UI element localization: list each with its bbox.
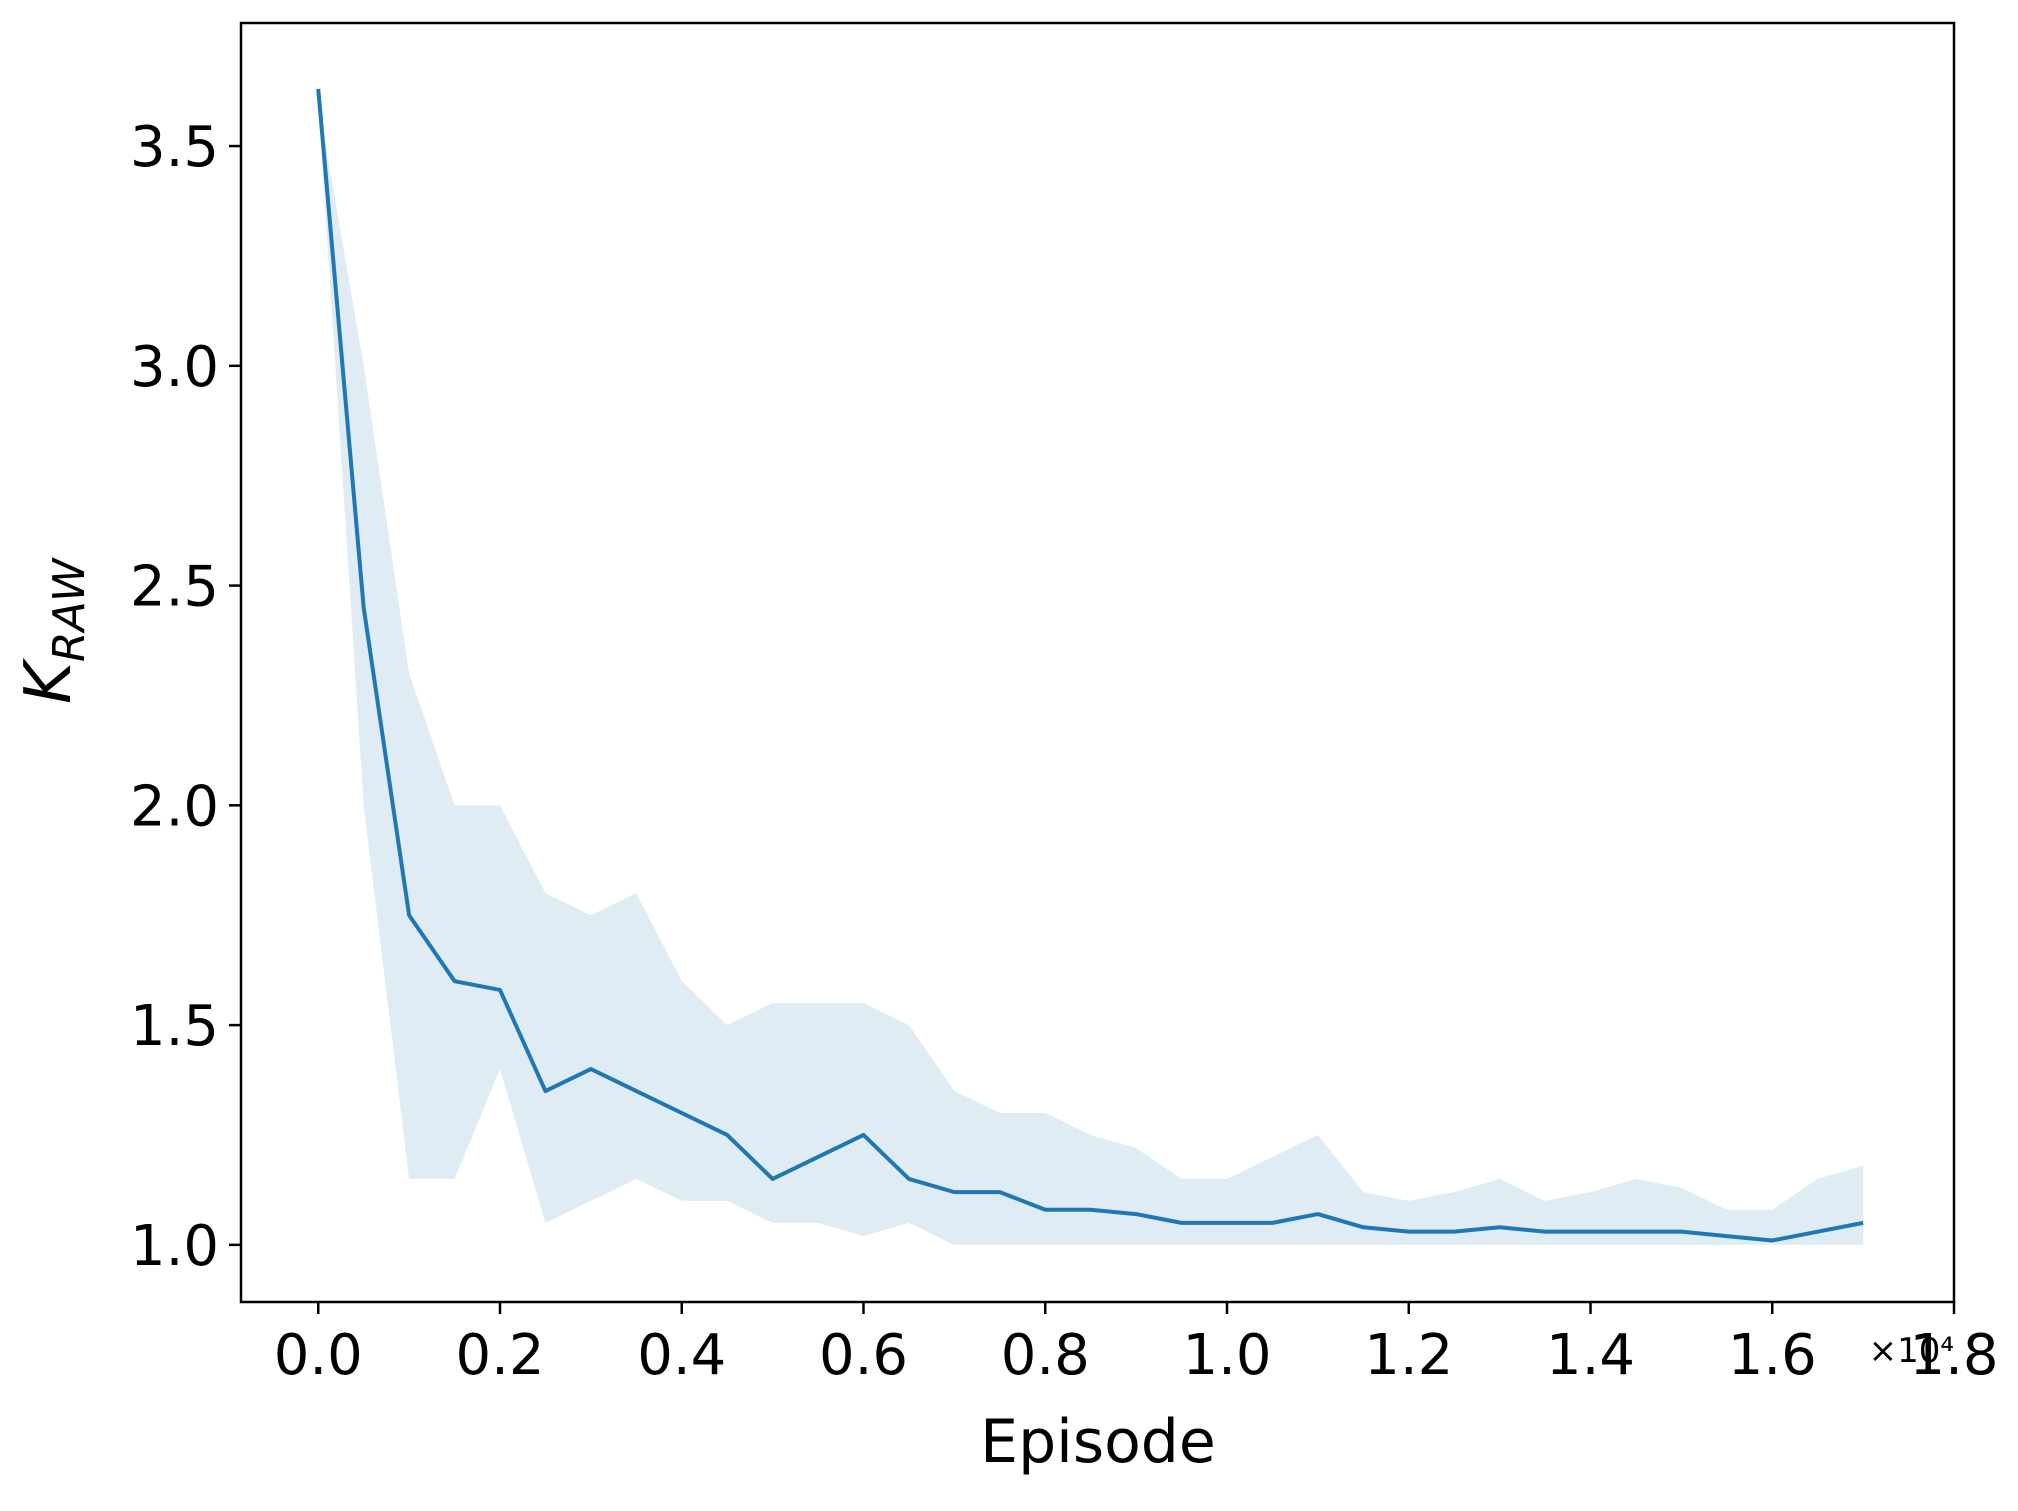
x-tick-label: 0.2	[455, 1323, 544, 1388]
y-tick-label: 2.0	[130, 774, 219, 839]
band	[318, 102, 1864, 1245]
x-axis-label: Episode	[980, 1407, 1216, 1477]
x-tick-label: 0.0	[274, 1323, 363, 1388]
x-tick-label: 0.4	[637, 1323, 726, 1388]
y-axis-label: K RAW	[12, 557, 95, 704]
plot-frame	[239, 21, 1956, 1304]
x-tick-label: 0.8	[1001, 1323, 1090, 1388]
y-tick-label: 1.0	[130, 1214, 219, 1279]
x-tick-label: 1.6	[1728, 1323, 1817, 1388]
x-offset-label: ×10⁴	[1869, 1331, 1954, 1371]
y-tick-label: 3.5	[130, 115, 219, 180]
y-tick-label: 3.0	[130, 335, 219, 400]
x-tick-label: 1.2	[1364, 1323, 1453, 1388]
y-axis-label-subscript: RAW	[44, 557, 95, 662]
x-tick-label: 1.8	[1909, 1323, 1998, 1388]
x-tick-label: 1.4	[1546, 1323, 1635, 1388]
line	[316, 88, 1864, 1243]
x-tick-label: 1.0	[1182, 1323, 1271, 1388]
x-tick-label: 0.6	[819, 1323, 908, 1388]
y-tick-label: 1.5	[130, 994, 219, 1059]
y-axis-label-main: K	[12, 657, 86, 704]
y-tick-label: 2.5	[130, 555, 219, 620]
